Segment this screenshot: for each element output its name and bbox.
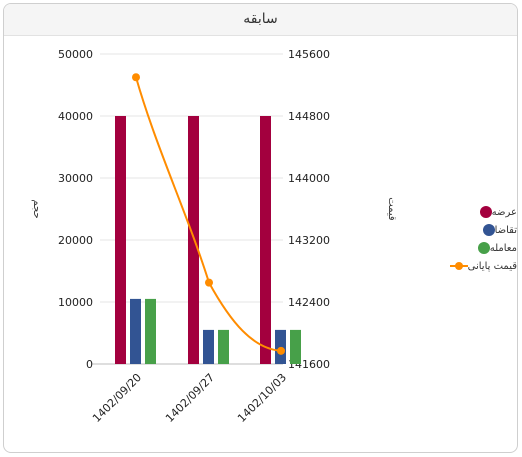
bar-1-1 (115, 116, 126, 364)
bar-3-2 (218, 329, 229, 364)
panel-title: سابقه (4, 4, 517, 36)
y-left-tick-label: 0 (86, 358, 93, 371)
y-left-tick-label: 10000 (58, 296, 93, 309)
bar-3-3 (290, 329, 301, 364)
legend-item-closing-price[interactable]: قیمت پایانی (422, 257, 517, 275)
y-left-tick-label: 30000 (58, 172, 93, 185)
x-tick-label: 1402/09/20 (90, 371, 144, 425)
bar-2-2 (203, 329, 214, 364)
history-panel: سابقه (3, 3, 518, 453)
legend-item-trade[interactable]: معامله (422, 239, 517, 257)
y-left-tick-label: 20000 (58, 234, 93, 247)
legend-swatch-supply (479, 206, 492, 218)
y-right-tick-label: 144800 (288, 110, 330, 123)
chart-legend: عرضه تقاضا معامله قیمت پایانی (422, 203, 517, 275)
legend-swatch-trade (477, 242, 490, 254)
legend-item-supply[interactable]: عرضه (422, 203, 517, 221)
y-right-tick-label: 145600 (288, 48, 330, 61)
y-left-axis-title: حجم (31, 199, 42, 218)
legend-label-demand: تقاضا (494, 224, 517, 236)
y-left-tick-label: 40000 (58, 110, 93, 123)
legend-swatch-closing-price (449, 260, 468, 272)
bar-1-3 (260, 116, 271, 364)
closing-price-point-1 (132, 73, 140, 82)
y-right-tick-label: 143200 (288, 234, 330, 247)
y-right-tick-label: 142400 (288, 296, 330, 309)
legend-item-demand[interactable]: تقاضا (422, 221, 517, 239)
x-tick-label: 1402/09/27 (163, 371, 217, 425)
legend-label-closing-price: قیمت پایانی (467, 260, 517, 272)
legend-label-trade: معامله (489, 242, 517, 254)
closing-price-line (135, 76, 282, 352)
x-tick-label: 1402/10/03 (235, 371, 289, 425)
closing-price-point-3 (277, 346, 285, 355)
y-right-tick-label: 144000 (288, 172, 330, 185)
legend-swatch-demand (482, 224, 495, 236)
bar-2-1 (130, 298, 141, 364)
y-left-tick-label: 50000 (58, 48, 93, 61)
bar-3-1 (145, 298, 156, 364)
y-right-axis-title: قیمت (386, 197, 397, 221)
legend-label-supply: عرضه (491, 206, 517, 218)
closing-price-point-2 (205, 278, 213, 287)
